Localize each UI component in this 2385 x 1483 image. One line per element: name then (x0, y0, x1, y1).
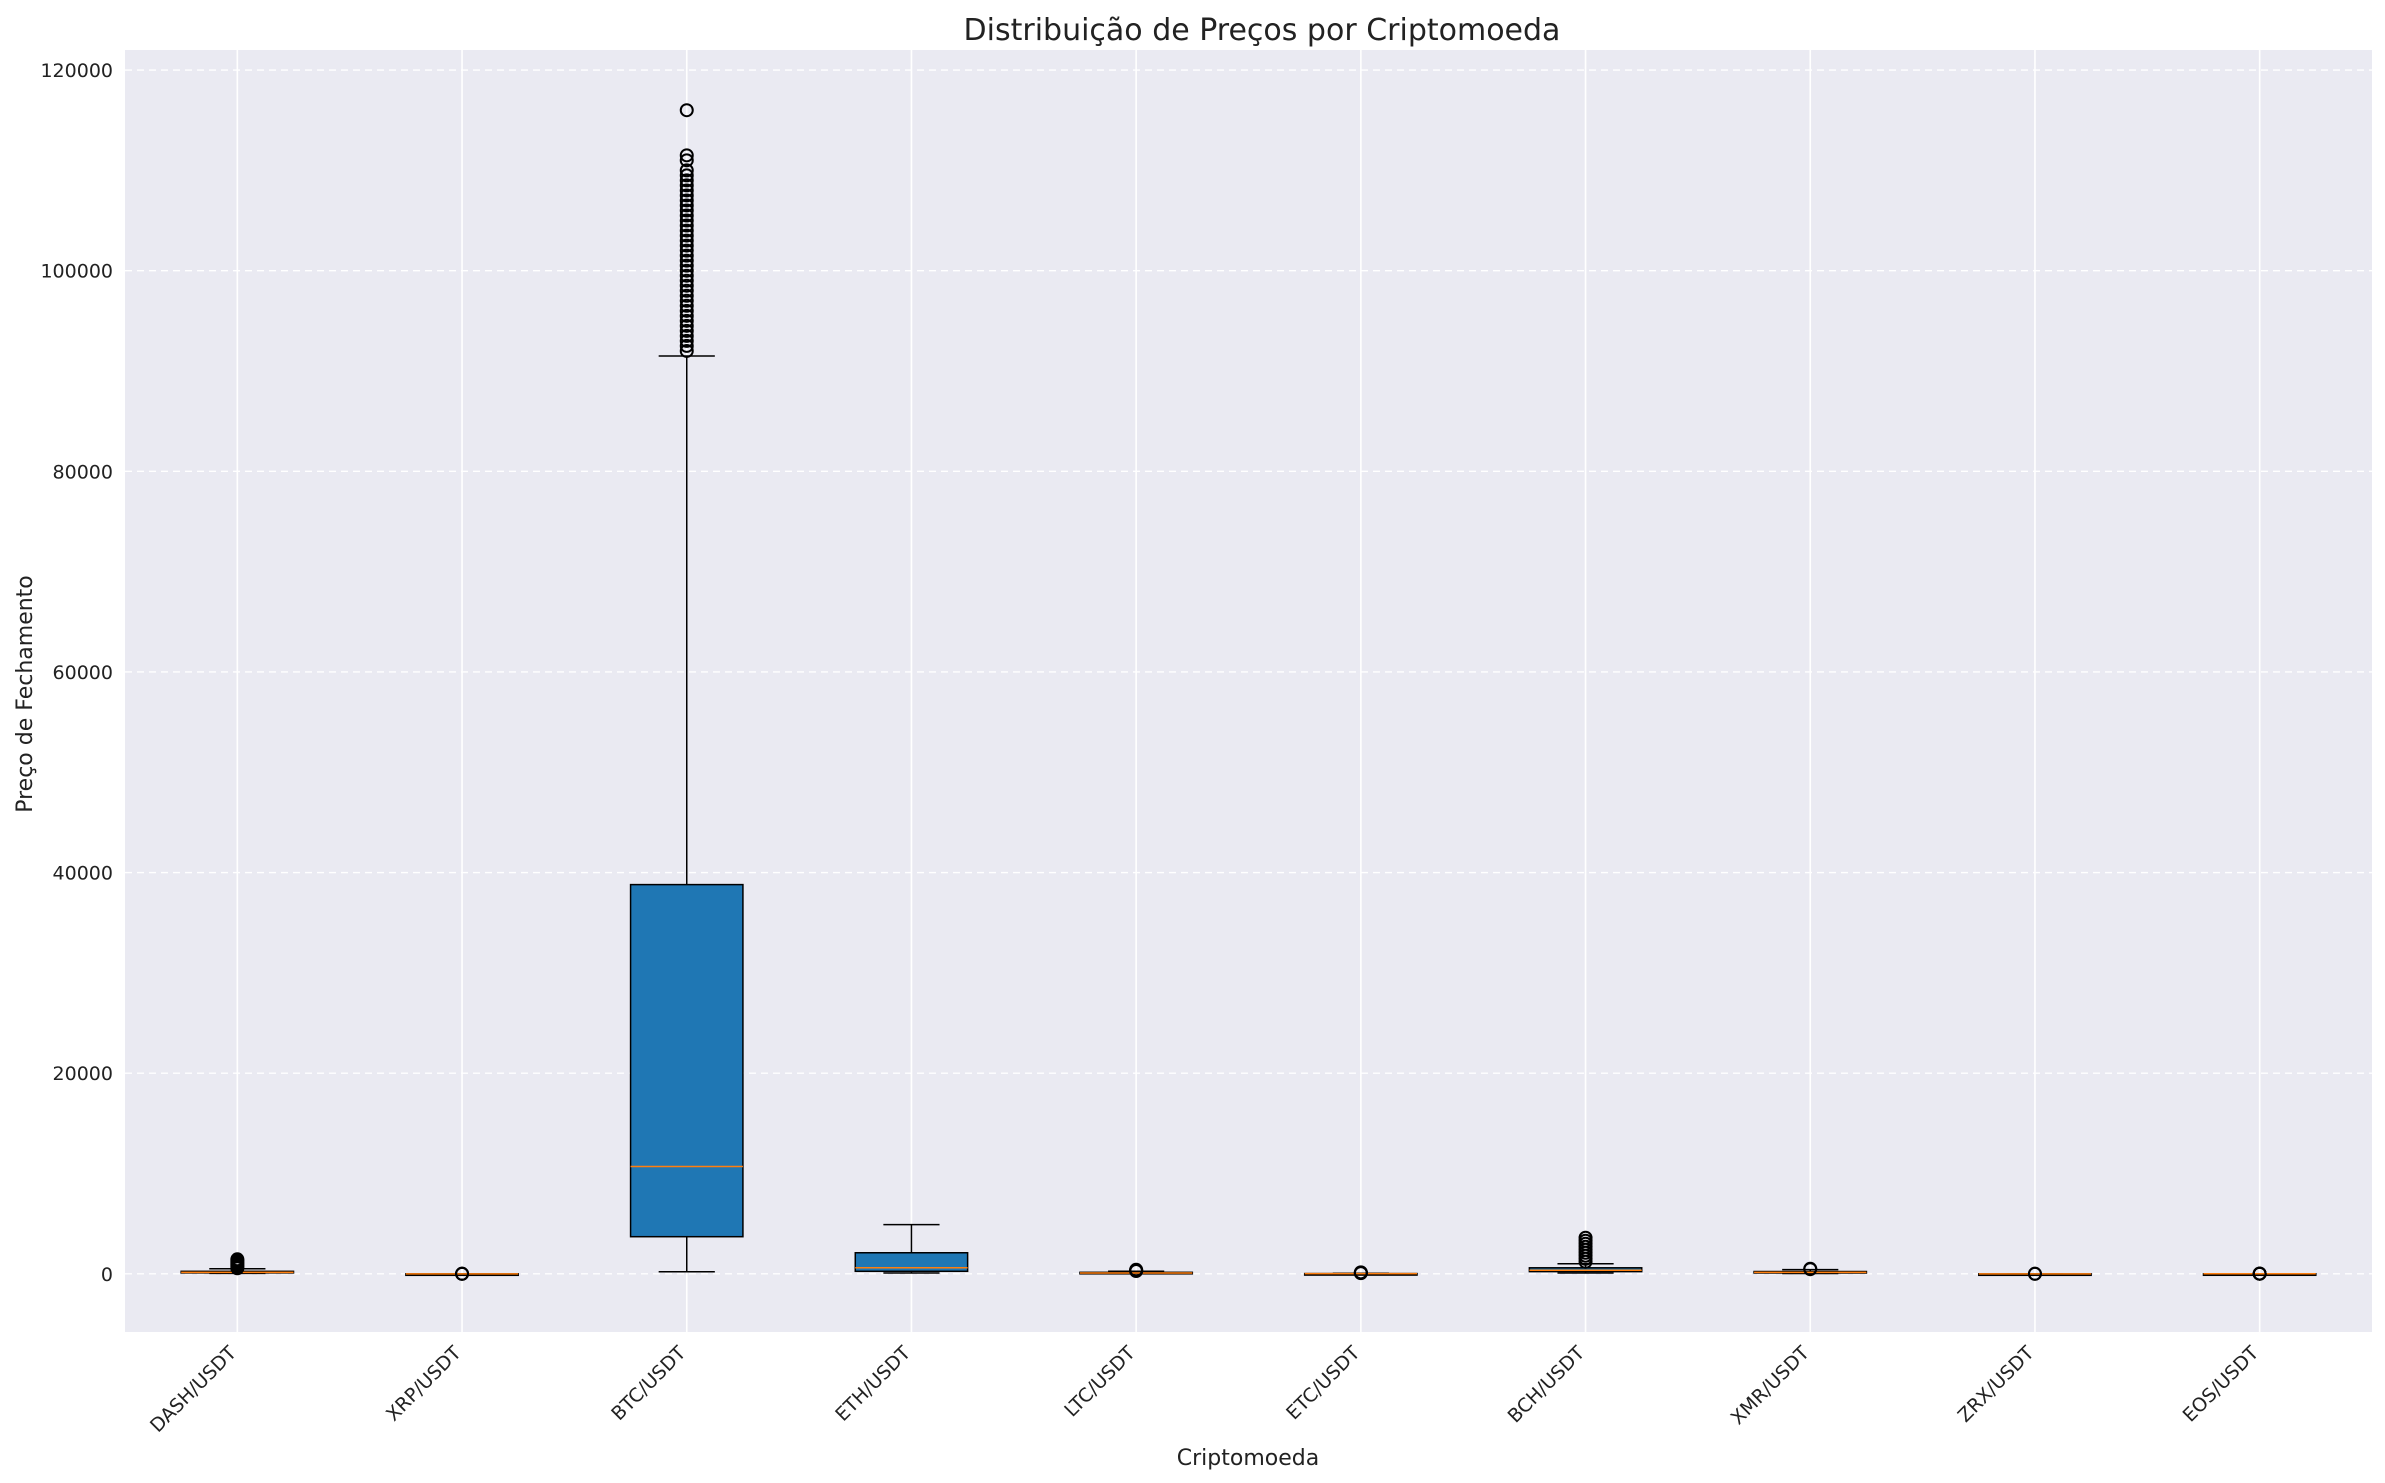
outlier-point (679, 203, 694, 218)
outlier-point (230, 1252, 245, 1267)
outlier-point (679, 268, 694, 283)
outlier-point (679, 213, 694, 228)
x-tick-label: XRP/USDT (382, 1342, 466, 1426)
x-tick-label: DASH/USDT (146, 1342, 241, 1437)
outlier-point (679, 193, 694, 208)
outlier-point (679, 238, 694, 253)
outlier-point (679, 343, 694, 358)
y-tick-label: 0 (101, 1264, 113, 1286)
outlier-point (679, 188, 694, 203)
box-eth-usdt (854, 1223, 969, 1274)
box-series (180, 103, 2317, 1281)
outlier-point (679, 208, 694, 223)
x-axis-ticks: DASH/USDT XRP/USDT BTC/USDT ETH/USDT LTC/USD… (146, 1342, 2263, 1437)
box-xmr-usdt (1753, 1261, 1868, 1277)
box-ltc-usdt (1079, 1262, 1194, 1279)
box-xrp-usdt (405, 1266, 519, 1281)
outlier-point (1129, 1262, 1144, 1277)
outlier-point (679, 173, 694, 188)
outlier-point (679, 233, 694, 248)
outlier-point (679, 253, 694, 268)
chart-title: Distribuição de Preços por Criptomoeda (964, 13, 1561, 48)
x-tick-label: ETH/USDT (831, 1342, 915, 1426)
outlier-point (679, 293, 694, 308)
box-btc-usdt (629, 103, 744, 1273)
outlier-point (455, 1266, 470, 1281)
y-tick-label: 120000 (40, 60, 113, 82)
outlier-point (679, 258, 694, 273)
y-tick-label: 20000 (53, 1063, 113, 1085)
x-tick-label: ZRX/USDT (1954, 1342, 2039, 1427)
x-axis-title: Criptomoeda (1177, 1446, 1319, 1471)
y-axis-ticks: 0 20000 40000 60000 80000 100000 120000 (40, 60, 113, 1286)
outlier-point (679, 288, 694, 303)
y-tick-label: 100000 (40, 261, 113, 283)
outlier-point (679, 318, 694, 333)
outlier-point (679, 248, 694, 263)
outlier-point (679, 283, 694, 298)
box (854, 1252, 969, 1273)
x-tick-label: BTC/USDT (607, 1342, 690, 1425)
outlier-point (679, 303, 694, 318)
outlier-point (679, 168, 694, 183)
outlier-point (1353, 1265, 1368, 1280)
box-etc-usdt (1303, 1265, 1418, 1281)
y-tick-label: 60000 (53, 662, 113, 684)
outlier-point (679, 278, 694, 293)
box-bch-usdt (1528, 1230, 1643, 1274)
outlier-point (679, 308, 694, 323)
outlier-point (679, 163, 694, 178)
outlier-point (1578, 1230, 1593, 1245)
outlier-point (679, 243, 694, 258)
y-axis-title: Preço de Fechamento (13, 575, 38, 813)
outlier-point (679, 328, 694, 343)
y-tick-label: 40000 (53, 863, 113, 885)
outlier-point (679, 228, 694, 243)
box-eos-usdt (2202, 1266, 2317, 1281)
x-tick-label: XMR/USDT (1727, 1342, 1814, 1429)
outlier-point (2027, 1266, 2042, 1281)
outlier-point (679, 338, 694, 353)
plot-area (125, 50, 2372, 1332)
outlier-point (679, 153, 694, 168)
outlier-point (679, 103, 694, 118)
outlier-point (679, 198, 694, 213)
outlier-point (679, 298, 694, 313)
outlier-point (679, 178, 694, 193)
outlier-point (679, 183, 694, 198)
outlier-point (679, 263, 694, 278)
box-dash-usdt (180, 1252, 295, 1276)
outlier-point (679, 223, 694, 238)
outlier-point (679, 313, 694, 328)
x-tick-label: BCH/USDT (1504, 1342, 1590, 1428)
box-zrx-usdt (1978, 1266, 2092, 1281)
outlier-point (2252, 1266, 2267, 1281)
x-tick-label: EOS/USDT (2179, 1342, 2264, 1427)
y-tick-label: 80000 (53, 461, 113, 483)
box (629, 883, 744, 1238)
outlier-point (679, 148, 694, 163)
outlier-point (679, 333, 694, 348)
outlier-point (679, 218, 694, 233)
x-tick-label: LTC/USDT (1060, 1342, 1140, 1422)
outlier-point (679, 273, 694, 288)
outlier-point (679, 323, 694, 338)
outlier-point (1803, 1261, 1818, 1276)
x-tick-label: ETC/USDT (1282, 1342, 1365, 1425)
